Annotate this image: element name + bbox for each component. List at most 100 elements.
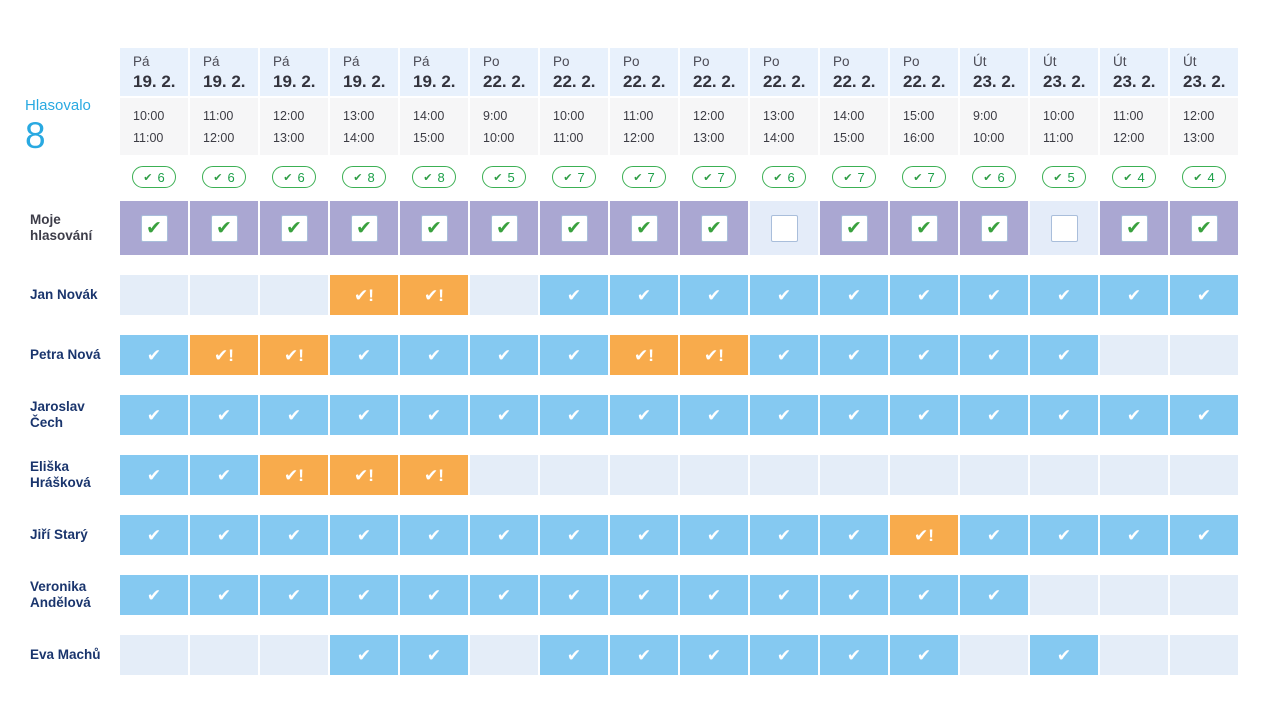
time-slot-cell: 12:00 13:00 [260,98,328,156]
check-icon: ✔ [566,285,582,305]
time-end: 11:00 [1043,130,1074,145]
participant-row: Jan Novák ✔! ✔! ✔ ✔ ✔ ✔ ✔ ✔ ✔ ✔ ✔ ✔ [0,275,1280,315]
my-vote-cell[interactable]: ✔ [1100,201,1168,255]
participant-vote-cell: ✔ [820,635,888,675]
participant-vote-cell: ✔ [610,515,678,555]
badge-check-icon: ✔ [353,171,363,184]
check-icon: ✔ [846,525,862,545]
day-header-cell: Po 22. 2. [820,48,888,96]
time-start: 14:00 [833,109,865,123]
checkbox-checked-icon[interactable]: ✔ [490,214,518,242]
my-vote-cell[interactable]: ✔ [610,201,678,255]
my-vote-cell[interactable] [750,201,818,255]
vote-count-badge: ✔ 5 [482,166,526,188]
checkbox-checked-icon[interactable]: ✔ [910,214,938,242]
time-slot-cell: 13:00 14:00 [750,98,818,156]
check-icon: ✔ [706,645,722,665]
participant-vote-cell: ✔ [820,275,888,315]
my-vote-cell[interactable]: ✔ [120,201,188,255]
checkbox-unchecked-icon[interactable] [1050,214,1078,242]
checkbox-checked-icon[interactable]: ✔ [420,214,448,242]
my-vote-cell[interactable]: ✔ [1170,201,1238,255]
check-icon: ✔ [146,465,162,485]
my-vote-cell[interactable]: ✔ [470,201,538,255]
time-slot-cell: 14:00 15:00 [400,98,468,156]
participant-vote-cell [470,275,538,315]
checkbox-checked-icon[interactable]: ✔ [560,214,588,242]
vote-count-cell: ✔ 8 [330,165,398,189]
participant-vote-cell: ✔ [190,515,258,555]
participant-vote-cell: ✔ [1170,515,1238,555]
badge-check-icon: ✔ [1123,171,1133,184]
checkbox-checked-icon[interactable]: ✔ [980,214,1008,242]
participant-vote-cell: ✔ [610,275,678,315]
participant-vote-cell [1170,335,1238,375]
checkbox-checked-icon[interactable]: ✔ [140,214,168,242]
day-header-cell: Út 23. 2. [1170,48,1238,96]
participant-vote-cell [1100,455,1168,495]
vote-count-cell: ✔ 6 [750,165,818,189]
participant-vote-cell: ✔ [330,635,398,675]
participant-vote-cell: ✔ [260,515,328,555]
my-vote-cell[interactable]: ✔ [960,201,1028,255]
checkbox-checked-icon[interactable]: ✔ [1120,214,1148,242]
day-header-gutter [0,48,118,96]
participant-vote-cell: ✔ [680,395,748,435]
my-vote-cell[interactable] [1030,201,1098,255]
checkbox-unchecked-icon[interactable] [770,214,798,242]
participant-vote-cell [120,635,188,675]
check-icon: ✔ [706,525,722,545]
day-date: 22. 2. [483,72,526,92]
vote-count-value: 5 [1067,169,1075,185]
my-vote-cell[interactable]: ✔ [820,201,888,255]
check-icon: ✔ [916,345,932,365]
check-priority-icon: ✔! [354,285,374,305]
my-votes-label: Moje hlasování [0,201,118,255]
vote-count-badge: ✔ 7 [902,166,946,188]
my-vote-cell[interactable]: ✔ [400,201,468,255]
participant-vote-cell: ✔ [890,275,958,315]
participant-vote-cell: ✔ [190,455,258,495]
check-icon: ✔ [1126,405,1142,425]
participant-vote-cell [820,455,888,495]
checkbox-checked-icon[interactable]: ✔ [630,214,658,242]
participant-vote-cell [1030,575,1098,615]
vote-count-value: 6 [157,169,165,185]
badge-check-icon: ✔ [633,171,643,184]
check-icon: ✔ [916,285,932,305]
check-priority-icon: ✔! [914,525,934,545]
check-icon: ✔ [846,585,862,605]
my-vote-cell[interactable]: ✔ [890,201,958,255]
time-end: 15:00 [833,130,865,145]
checkbox-checked-icon[interactable]: ✔ [700,214,728,242]
check-icon: ✔ [776,525,792,545]
time-slot-cell: 10:00 11:00 [540,98,608,156]
day-date: 22. 2. [833,72,876,92]
participant-vote-cell [540,455,608,495]
participant-vote-cell: ✔ [1170,275,1238,315]
checkbox-checked-icon[interactable]: ✔ [280,214,308,242]
vote-count-cell: ✔ 4 [1100,165,1168,189]
checkbox-checked-icon[interactable]: ✔ [210,214,238,242]
my-vote-cell[interactable]: ✔ [260,201,328,255]
vote-count-value: 7 [717,169,725,185]
checkbox-checked-icon[interactable]: ✔ [840,214,868,242]
my-vote-cell[interactable]: ✔ [540,201,608,255]
check-icon: ✔ [496,525,512,545]
checkbox-checked-icon[interactable]: ✔ [350,214,378,242]
check-icon: ✔ [846,285,862,305]
participant-name: Jan Novák [0,275,118,315]
my-vote-cell[interactable]: ✔ [190,201,258,255]
time-end: 13:00 [273,130,305,145]
my-vote-cell[interactable]: ✔ [680,201,748,255]
day-name: Po [763,54,780,69]
time-start: 12:00 [1183,109,1215,123]
checkbox-checked-icon[interactable]: ✔ [1190,214,1218,242]
check-icon: ✔ [286,525,302,545]
day-date: 19. 2. [413,72,456,92]
my-vote-cell[interactable]: ✔ [330,201,398,255]
vote-count-badge: ✔ 7 [832,166,876,188]
participant-vote-cell: ✔ [540,635,608,675]
participant-vote-cell: ✔ [750,275,818,315]
day-header-cell: Út 23. 2. [1030,48,1098,96]
